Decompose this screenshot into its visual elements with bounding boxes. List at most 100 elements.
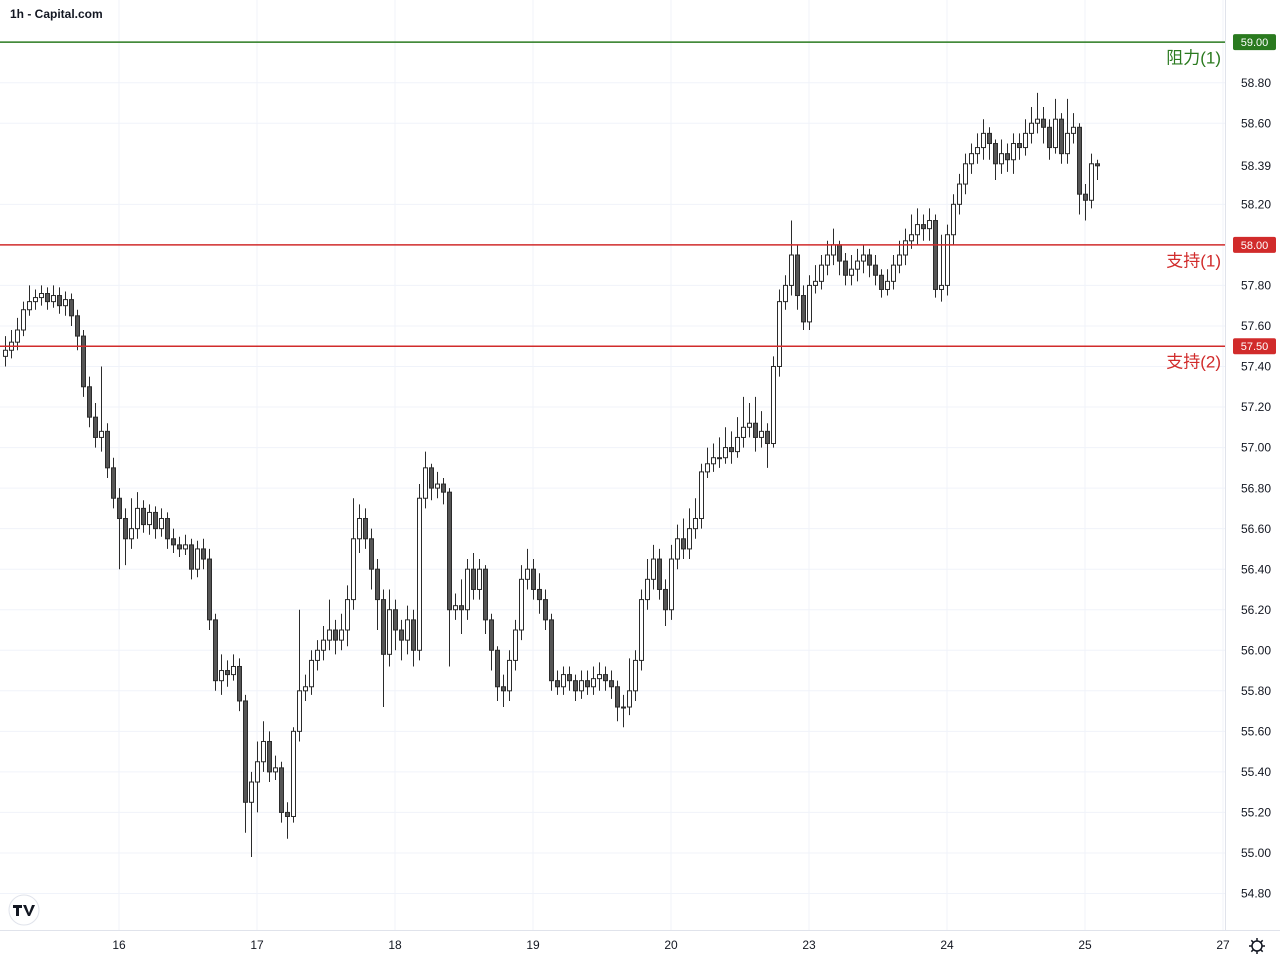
candle-body <box>939 284 944 290</box>
y-tick-label: 57.60 <box>1241 319 1271 333</box>
last-price-badge <box>1233 156 1276 175</box>
candle-body <box>27 301 32 311</box>
candle-body <box>165 518 170 540</box>
candle-body <box>969 153 974 165</box>
settings-icon[interactable] <box>1249 938 1265 954</box>
candle-body <box>759 430 764 438</box>
candle-body <box>561 674 566 688</box>
candle-body <box>873 264 878 276</box>
candle-body <box>705 463 710 473</box>
candle-body <box>81 335 86 388</box>
candle-body <box>189 544 194 570</box>
candle-body <box>423 467 428 499</box>
candle-body <box>789 254 794 286</box>
logo-bg <box>8 894 40 926</box>
candle-body <box>645 578 650 601</box>
candle-body <box>39 293 44 299</box>
level-badge <box>1233 34 1276 51</box>
candle-body <box>141 507 146 526</box>
candle-body <box>471 568 476 590</box>
y-tick-label: 55.60 <box>1241 725 1271 739</box>
candle-body <box>1095 163 1100 167</box>
candle-body <box>867 254 872 266</box>
candle-body <box>99 430 104 438</box>
candle-body <box>507 659 512 692</box>
candle-body <box>75 315 80 337</box>
x-tick-label: 18 <box>388 938 402 952</box>
candle-body <box>69 299 74 317</box>
gear-teeth[interactable] <box>1249 938 1265 954</box>
candle-body <box>879 274 884 290</box>
candle-body <box>3 349 8 357</box>
candle-body <box>363 518 368 540</box>
candle-body <box>963 163 968 185</box>
candle-body <box>753 422 758 438</box>
candle-body <box>555 680 560 688</box>
candle-body <box>999 153 1004 165</box>
candle-body <box>549 619 554 682</box>
candle-body <box>663 588 668 611</box>
candle-body <box>285 811 290 817</box>
candle-body <box>63 299 68 307</box>
candle-body <box>255 761 260 783</box>
candle-body <box>519 578 524 631</box>
candle-body <box>45 293 50 303</box>
candle-body <box>33 297 38 303</box>
candle-body <box>843 260 848 276</box>
candle-body <box>351 538 356 601</box>
candle-body <box>621 706 626 709</box>
candle-body <box>309 659 314 688</box>
candle-body <box>327 629 332 641</box>
candle-body <box>111 467 116 499</box>
candle-body <box>579 680 584 692</box>
candle-body <box>261 740 266 763</box>
candle-body <box>651 558 656 580</box>
candle-body <box>771 365 776 445</box>
x-tick-label: 27 <box>1216 938 1230 952</box>
candle-body <box>723 447 728 459</box>
candle-body <box>987 132 992 145</box>
candle-body <box>639 599 644 661</box>
candle-body <box>729 447 734 453</box>
logo <box>8 894 40 926</box>
candle-body <box>681 538 686 550</box>
candle-body <box>417 497 422 651</box>
candle-body <box>213 619 218 682</box>
x-tick-label: 25 <box>1078 938 1092 952</box>
y-tick-label: 55.40 <box>1241 765 1271 779</box>
level-name: 支持(2) <box>1166 353 1221 372</box>
x-tick-label: 24 <box>940 938 954 952</box>
candle-body <box>567 674 572 682</box>
y-tick-label: 54.80 <box>1241 887 1271 901</box>
level-name: 支持(1) <box>1166 251 1221 270</box>
candle-body <box>153 511 158 530</box>
candle-body <box>537 588 542 601</box>
candle-body <box>591 678 596 688</box>
candle-body <box>777 301 782 367</box>
candle-body <box>615 686 620 708</box>
candle-body <box>891 264 896 282</box>
candle-body <box>393 609 398 631</box>
candle-body <box>297 690 302 732</box>
candle-body <box>399 629 404 641</box>
candle-body <box>687 528 692 550</box>
candle-body <box>429 467 434 489</box>
y-tick-label: 56.00 <box>1241 643 1271 657</box>
candle-body <box>405 619 410 641</box>
candle-body <box>657 558 662 590</box>
candle-body <box>885 280 890 290</box>
level-price-label: 57.50 <box>1241 341 1269 353</box>
candle-body <box>831 244 836 256</box>
plot <box>3 92 1100 858</box>
candle-body <box>267 740 272 773</box>
candle-body <box>819 264 824 282</box>
candle-body <box>1047 126 1052 149</box>
x-tick-label: 23 <box>802 938 816 952</box>
x-tick-label: 16 <box>112 938 126 952</box>
candle-body <box>783 284 788 303</box>
candle-body <box>849 268 854 276</box>
candle-body <box>693 518 698 530</box>
candle-body <box>495 649 500 688</box>
candle-body <box>201 548 206 560</box>
